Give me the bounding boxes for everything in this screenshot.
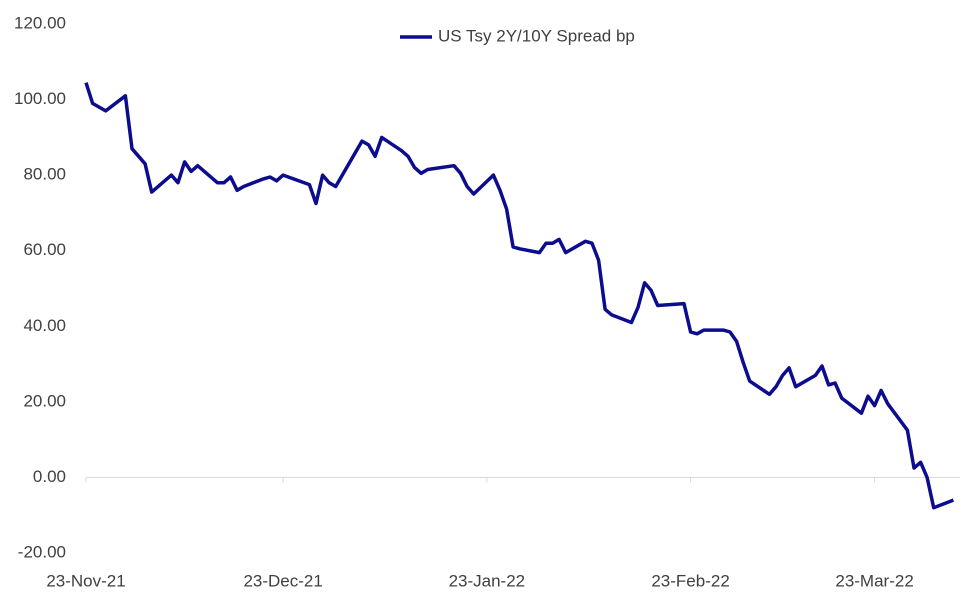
y-tick-label: 0.00 — [33, 467, 66, 486]
y-tick-label: 100.00 — [14, 89, 66, 108]
x-tick-label: 23-Nov-21 — [46, 571, 125, 590]
y-tick-label: 40.00 — [23, 316, 66, 335]
x-tick-label: 23-Jan-22 — [449, 571, 526, 590]
y-tick-label: 120.00 — [14, 13, 66, 32]
x-tick-label: 23-Dec-21 — [243, 571, 322, 590]
y-tick-label: 80.00 — [23, 165, 66, 184]
x-tick-label: 23-Mar-22 — [835, 571, 913, 590]
y-tick-label: 60.00 — [23, 240, 66, 259]
x-tick-label: 23-Feb-22 — [651, 571, 729, 590]
y-tick-label: -20.00 — [18, 542, 66, 561]
legend-label: US Tsy 2Y/10Y Spread bp — [438, 26, 635, 45]
y-tick-label: 20.00 — [23, 391, 66, 410]
data-line — [84, 82, 955, 510]
